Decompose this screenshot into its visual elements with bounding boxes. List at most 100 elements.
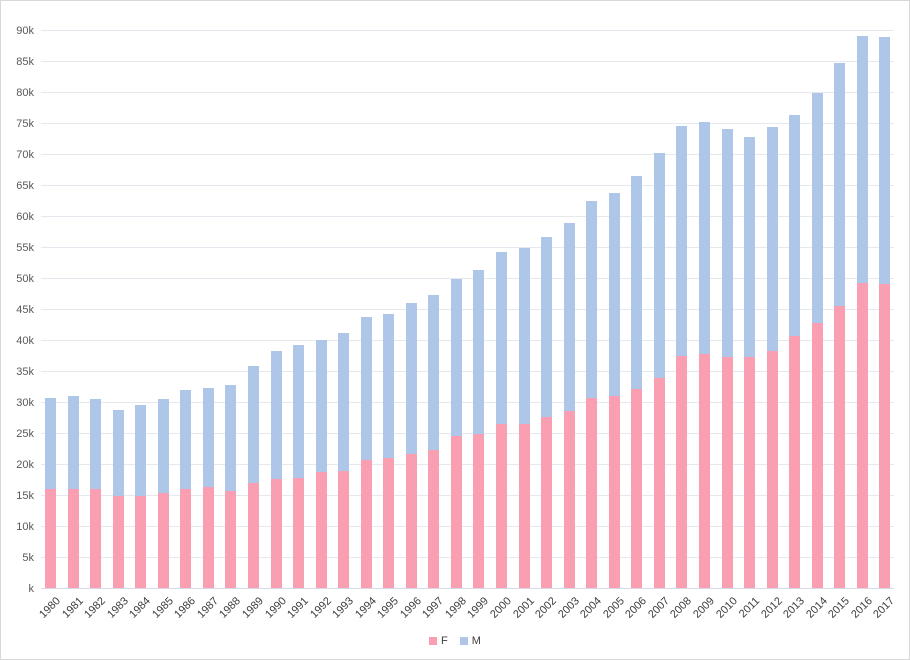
bar-segment-m-1983[interactable] xyxy=(112,410,124,496)
bar-segment-f-2001[interactable] xyxy=(518,423,530,588)
bar-segment-f-1990[interactable] xyxy=(270,478,282,588)
bar-1994[interactable] xyxy=(360,317,372,588)
bar-segment-m-2006[interactable] xyxy=(631,175,643,389)
bar-1989[interactable] xyxy=(247,366,259,588)
bar-segment-m-1994[interactable] xyxy=(360,317,372,461)
bar-2015[interactable] xyxy=(834,62,846,588)
bar-2006[interactable] xyxy=(631,175,643,588)
bar-2016[interactable] xyxy=(856,36,868,588)
bar-2003[interactable] xyxy=(563,222,575,588)
bar-segment-f-2010[interactable] xyxy=(721,356,733,588)
bar-1998[interactable] xyxy=(450,279,462,588)
bar-2007[interactable] xyxy=(653,152,665,588)
bar-segment-m-1981[interactable] xyxy=(67,396,79,489)
bar-segment-m-1992[interactable] xyxy=(315,340,327,473)
bar-segment-f-1988[interactable] xyxy=(225,490,237,588)
bar-segment-f-1994[interactable] xyxy=(360,460,372,588)
bar-segment-m-1987[interactable] xyxy=(202,387,214,487)
bar-2005[interactable] xyxy=(608,193,620,588)
bar-segment-f-1987[interactable] xyxy=(202,486,214,588)
bar-segment-f-1999[interactable] xyxy=(473,434,485,588)
bar-1988[interactable] xyxy=(225,385,237,588)
bar-segment-m-1980[interactable] xyxy=(45,398,56,490)
bar-segment-m-2012[interactable] xyxy=(766,127,778,352)
bar-segment-m-1986[interactable] xyxy=(180,390,192,489)
bar-segment-m-1985[interactable] xyxy=(157,398,169,494)
bar-1992[interactable] xyxy=(315,340,327,588)
bar-segment-m-1999[interactable] xyxy=(473,269,485,435)
bar-2009[interactable] xyxy=(698,122,710,588)
bar-2002[interactable] xyxy=(541,237,553,588)
bar-segment-f-1993[interactable] xyxy=(338,470,350,588)
bar-segment-f-2017[interactable] xyxy=(879,284,891,588)
bar-1986[interactable] xyxy=(180,390,192,588)
bar-segment-m-1984[interactable] xyxy=(135,405,147,496)
bar-segment-f-2016[interactable] xyxy=(856,283,868,588)
bar-segment-f-1996[interactable] xyxy=(405,454,417,588)
bar-segment-f-1992[interactable] xyxy=(315,472,327,588)
bar-segment-m-2013[interactable] xyxy=(789,115,801,337)
bar-1987[interactable] xyxy=(202,387,214,588)
bar-segment-f-1995[interactable] xyxy=(383,457,395,588)
bar-1983[interactable] xyxy=(112,410,124,588)
bar-segment-m-2008[interactable] xyxy=(676,126,688,357)
bar-2010[interactable] xyxy=(721,128,733,588)
bar-segment-m-2002[interactable] xyxy=(541,237,553,417)
bar-segment-m-2016[interactable] xyxy=(856,36,868,283)
bar-1981[interactable] xyxy=(67,396,79,588)
bar-1980[interactable] xyxy=(45,398,56,588)
bar-segment-m-2011[interactable] xyxy=(744,136,756,358)
bar-2000[interactable] xyxy=(496,252,507,588)
bar-segment-f-1982[interactable] xyxy=(90,489,102,588)
legend-item-f[interactable]: F xyxy=(429,635,448,647)
bar-1991[interactable] xyxy=(293,344,305,588)
bar-segment-m-1988[interactable] xyxy=(225,385,237,491)
bar-segment-f-2002[interactable] xyxy=(541,416,553,588)
bar-2012[interactable] xyxy=(766,127,778,588)
bar-segment-f-1981[interactable] xyxy=(67,488,79,588)
bar-segment-f-2006[interactable] xyxy=(631,389,643,588)
bar-2001[interactable] xyxy=(518,248,530,588)
bar-1985[interactable] xyxy=(157,398,169,588)
bar-segment-f-2012[interactable] xyxy=(766,351,778,588)
bar-segment-f-1991[interactable] xyxy=(293,477,305,588)
bar-1997[interactable] xyxy=(428,295,440,588)
bar-segment-m-1995[interactable] xyxy=(383,314,395,458)
bar-segment-m-1989[interactable] xyxy=(247,366,259,484)
bar-1993[interactable] xyxy=(338,333,350,588)
bar-2008[interactable] xyxy=(676,126,688,588)
bar-segment-m-2003[interactable] xyxy=(563,222,575,412)
bar-segment-f-1980[interactable] xyxy=(45,489,56,588)
bar-segment-m-2004[interactable] xyxy=(586,201,598,399)
bar-segment-f-1997[interactable] xyxy=(428,449,440,588)
bar-segment-f-2003[interactable] xyxy=(563,411,575,588)
bar-segment-f-2000[interactable] xyxy=(496,423,507,588)
bar-1996[interactable] xyxy=(405,303,417,588)
bar-segment-m-2010[interactable] xyxy=(721,128,733,357)
bar-segment-m-2009[interactable] xyxy=(698,122,710,354)
bar-segment-f-1989[interactable] xyxy=(247,483,259,588)
bar-2017[interactable] xyxy=(879,36,891,588)
bar-segment-m-1982[interactable] xyxy=(90,398,102,490)
bar-segment-m-1998[interactable] xyxy=(450,279,462,437)
bar-segment-f-2007[interactable] xyxy=(653,377,665,588)
bar-segment-f-2008[interactable] xyxy=(676,356,688,588)
bar-segment-f-1985[interactable] xyxy=(157,493,169,588)
bar-segment-m-2015[interactable] xyxy=(834,62,846,306)
bar-2013[interactable] xyxy=(789,115,801,588)
bar-2004[interactable] xyxy=(586,201,598,588)
bar-segment-m-1996[interactable] xyxy=(405,303,417,455)
legend-item-m[interactable]: M xyxy=(459,635,481,647)
bar-segment-f-1983[interactable] xyxy=(112,495,124,588)
bar-segment-f-2014[interactable] xyxy=(811,323,823,588)
bar-segment-f-1998[interactable] xyxy=(450,436,462,588)
bar-segment-m-1993[interactable] xyxy=(338,333,350,471)
bar-segment-f-2005[interactable] xyxy=(608,396,620,588)
bar-1999[interactable] xyxy=(473,269,485,588)
bar-1982[interactable] xyxy=(90,398,102,588)
bar-1990[interactable] xyxy=(270,351,282,588)
bar-segment-m-2000[interactable] xyxy=(496,252,507,424)
bar-segment-f-2013[interactable] xyxy=(789,336,801,588)
bar-segment-f-2011[interactable] xyxy=(744,357,756,588)
bar-2014[interactable] xyxy=(811,93,823,588)
